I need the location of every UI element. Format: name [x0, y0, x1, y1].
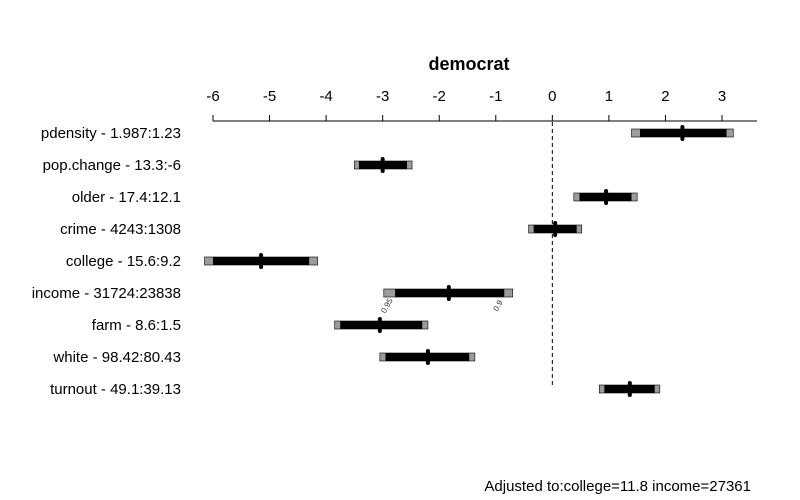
point-estimate-marker	[259, 253, 264, 269]
point-estimate-marker	[553, 221, 558, 237]
interval-rows: pdensity - 1.987:1.23 pop.change - 13.3:-…	[32, 125, 734, 398]
point-estimate-marker	[377, 317, 382, 333]
x-tick-label: 2	[661, 88, 669, 105]
x-tick-label: 3	[718, 88, 726, 105]
row-label: pdensity - 1.987:1.23	[41, 125, 181, 142]
interval-level-label: 0.95	[379, 296, 395, 314]
x-tick-label: -1	[489, 88, 502, 105]
row-label: college - 15.6:9.2	[66, 253, 181, 270]
x-tick-label: 1	[605, 88, 613, 105]
row-label: turnout - 49.1:39.13	[50, 381, 181, 398]
point-estimate-marker	[446, 285, 451, 301]
interval-row: pdensity - 1.987:1.23	[41, 125, 734, 142]
row-label: white - 98.42:80.43	[52, 349, 181, 366]
x-tick-label: -3	[376, 88, 389, 105]
row-label: income - 31724:23838	[32, 285, 181, 302]
adjustment-footnote: Adjusted to:college=11.8 income=27361	[484, 478, 751, 495]
interval-row: income - 31724:23838 0.95 0.9	[32, 285, 514, 315]
interval-row: older - 17.4:12.1	[72, 189, 638, 206]
interval-row: farm - 8.6:1.5	[92, 317, 429, 334]
interval-level-label: 0.9	[491, 298, 505, 313]
x-axis: -6 -5 -4 -3 -2 -1 0 1 2 3	[206, 88, 757, 388]
x-tick-label: -5	[263, 88, 276, 105]
point-estimate-marker	[380, 157, 385, 173]
interval-row: white - 98.42:80.43	[52, 349, 476, 366]
point-estimate-marker	[604, 189, 609, 205]
interval-row: college - 15.6:9.2	[66, 253, 318, 270]
row-label: pop.change - 13.3:-6	[43, 157, 181, 174]
point-estimate-marker	[680, 125, 685, 141]
chart-title: democrat	[428, 54, 509, 74]
x-tick-label: -4	[319, 88, 332, 105]
row-label: older - 17.4:12.1	[72, 189, 181, 206]
x-tick-label: -6	[206, 88, 219, 105]
row-label: farm - 8.6:1.5	[92, 317, 181, 334]
interval-row: pop.change - 13.3:-6	[43, 157, 413, 174]
interval-row: turnout - 49.1:39.13	[50, 381, 661, 398]
x-tick-label: -2	[433, 88, 446, 105]
interval-row: crime - 4243:1308	[60, 221, 583, 238]
row-label: crime - 4243:1308	[60, 221, 181, 238]
point-estimate-marker	[425, 349, 430, 365]
point-estimate-marker	[627, 381, 632, 397]
x-tick-label: 0	[548, 88, 556, 105]
